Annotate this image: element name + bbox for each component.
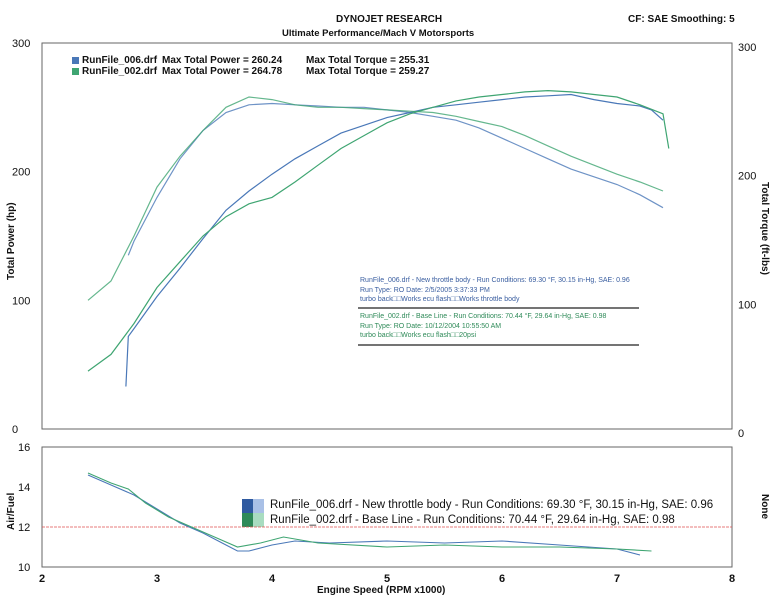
series-torque-002 [87, 96, 664, 301]
legend-swatch-002 [72, 68, 79, 75]
legend-torque-002: Max Total Torque = 259.27 [306, 66, 430, 77]
airfuel-tick-label: 16 [18, 442, 30, 454]
run-info-006-line3: turbo back□□Works ecu flash□□Works throt… [360, 296, 520, 303]
rpm-tick-label: 4 [269, 573, 276, 585]
series-airfuel-002 [87, 472, 652, 552]
airfuel-tick-label: 14 [18, 482, 30, 494]
legend-swatch-006 [72, 57, 79, 64]
power-tick-label: 200 [12, 167, 30, 179]
legend-file-002: RunFile_002.drf [82, 66, 158, 77]
torque-tick-label: 100 [738, 299, 756, 311]
settings-label: CF: SAE Smoothing: 5 [628, 14, 735, 25]
rpm-tick-label: 7 [614, 573, 620, 585]
af-swatch-002-dark [242, 513, 253, 527]
af-legend-006: RunFile_006.drf - New throttle body - Ru… [270, 499, 714, 511]
run-info-002-line2: Run Type: RO Date: 10/12/2004 10:55:50 A… [360, 323, 502, 330]
torque-tick-label: 200 [738, 171, 756, 183]
legend-power-002: Max Total Power = 264.78 [162, 66, 283, 77]
chart-subtitle: Ultimate Performance/Mach V Motorsports [282, 28, 475, 39]
series-power-002 [87, 89, 670, 372]
af-swatch-006-dark [242, 499, 253, 513]
power-plot-area [41, 42, 733, 430]
series-airfuel-006 [87, 474, 641, 556]
x-axis-title: Engine Speed (RPM x1000) [317, 585, 446, 596]
airfuel-tick-label: 12 [18, 522, 30, 534]
rpm-tick-label: 3 [154, 573, 160, 585]
legend-power-006: Max Total Power = 260.24 [162, 55, 283, 66]
run-info-006-line1: RunFile_006.drf - New throttle body - Ru… [360, 277, 630, 284]
rpm-tick-label: 5 [384, 573, 390, 585]
power-tick-label: 100 [12, 295, 30, 307]
run-info-002-line1: RunFile_002.drf - Base Line - Run Condit… [360, 313, 607, 320]
torque-tick-label: 0 [738, 428, 744, 440]
legend-torque-006: Max Total Torque = 255.31 [306, 55, 430, 66]
power-tick-label: 300 [12, 38, 30, 50]
power-tick-label: 0 [12, 424, 18, 436]
af-swatch-002-light [253, 513, 264, 527]
rpm-tick-label: 6 [499, 573, 505, 585]
series-power-006 [125, 93, 664, 387]
torque-tick-label: 300 [738, 42, 756, 54]
airfuel-tick-label: 10 [18, 562, 30, 574]
af-legend-002: RunFile_002.drf - Base Line - Run Condit… [270, 514, 675, 526]
legend-file-006: RunFile_006.drf [82, 55, 158, 66]
rpm-tick-label: 8 [729, 573, 735, 585]
run-info-002-line3: turbo back□□Works ecu flash□□20psi [360, 332, 476, 339]
rpm-tick-label: 2 [39, 573, 45, 585]
af-swatch-006-light [253, 499, 264, 513]
company-title: DYNOJET RESEARCH [336, 14, 443, 25]
run-info-006-line2: Run Type: RO Date: 2/5/2005 3:37:33 PM [360, 287, 490, 294]
